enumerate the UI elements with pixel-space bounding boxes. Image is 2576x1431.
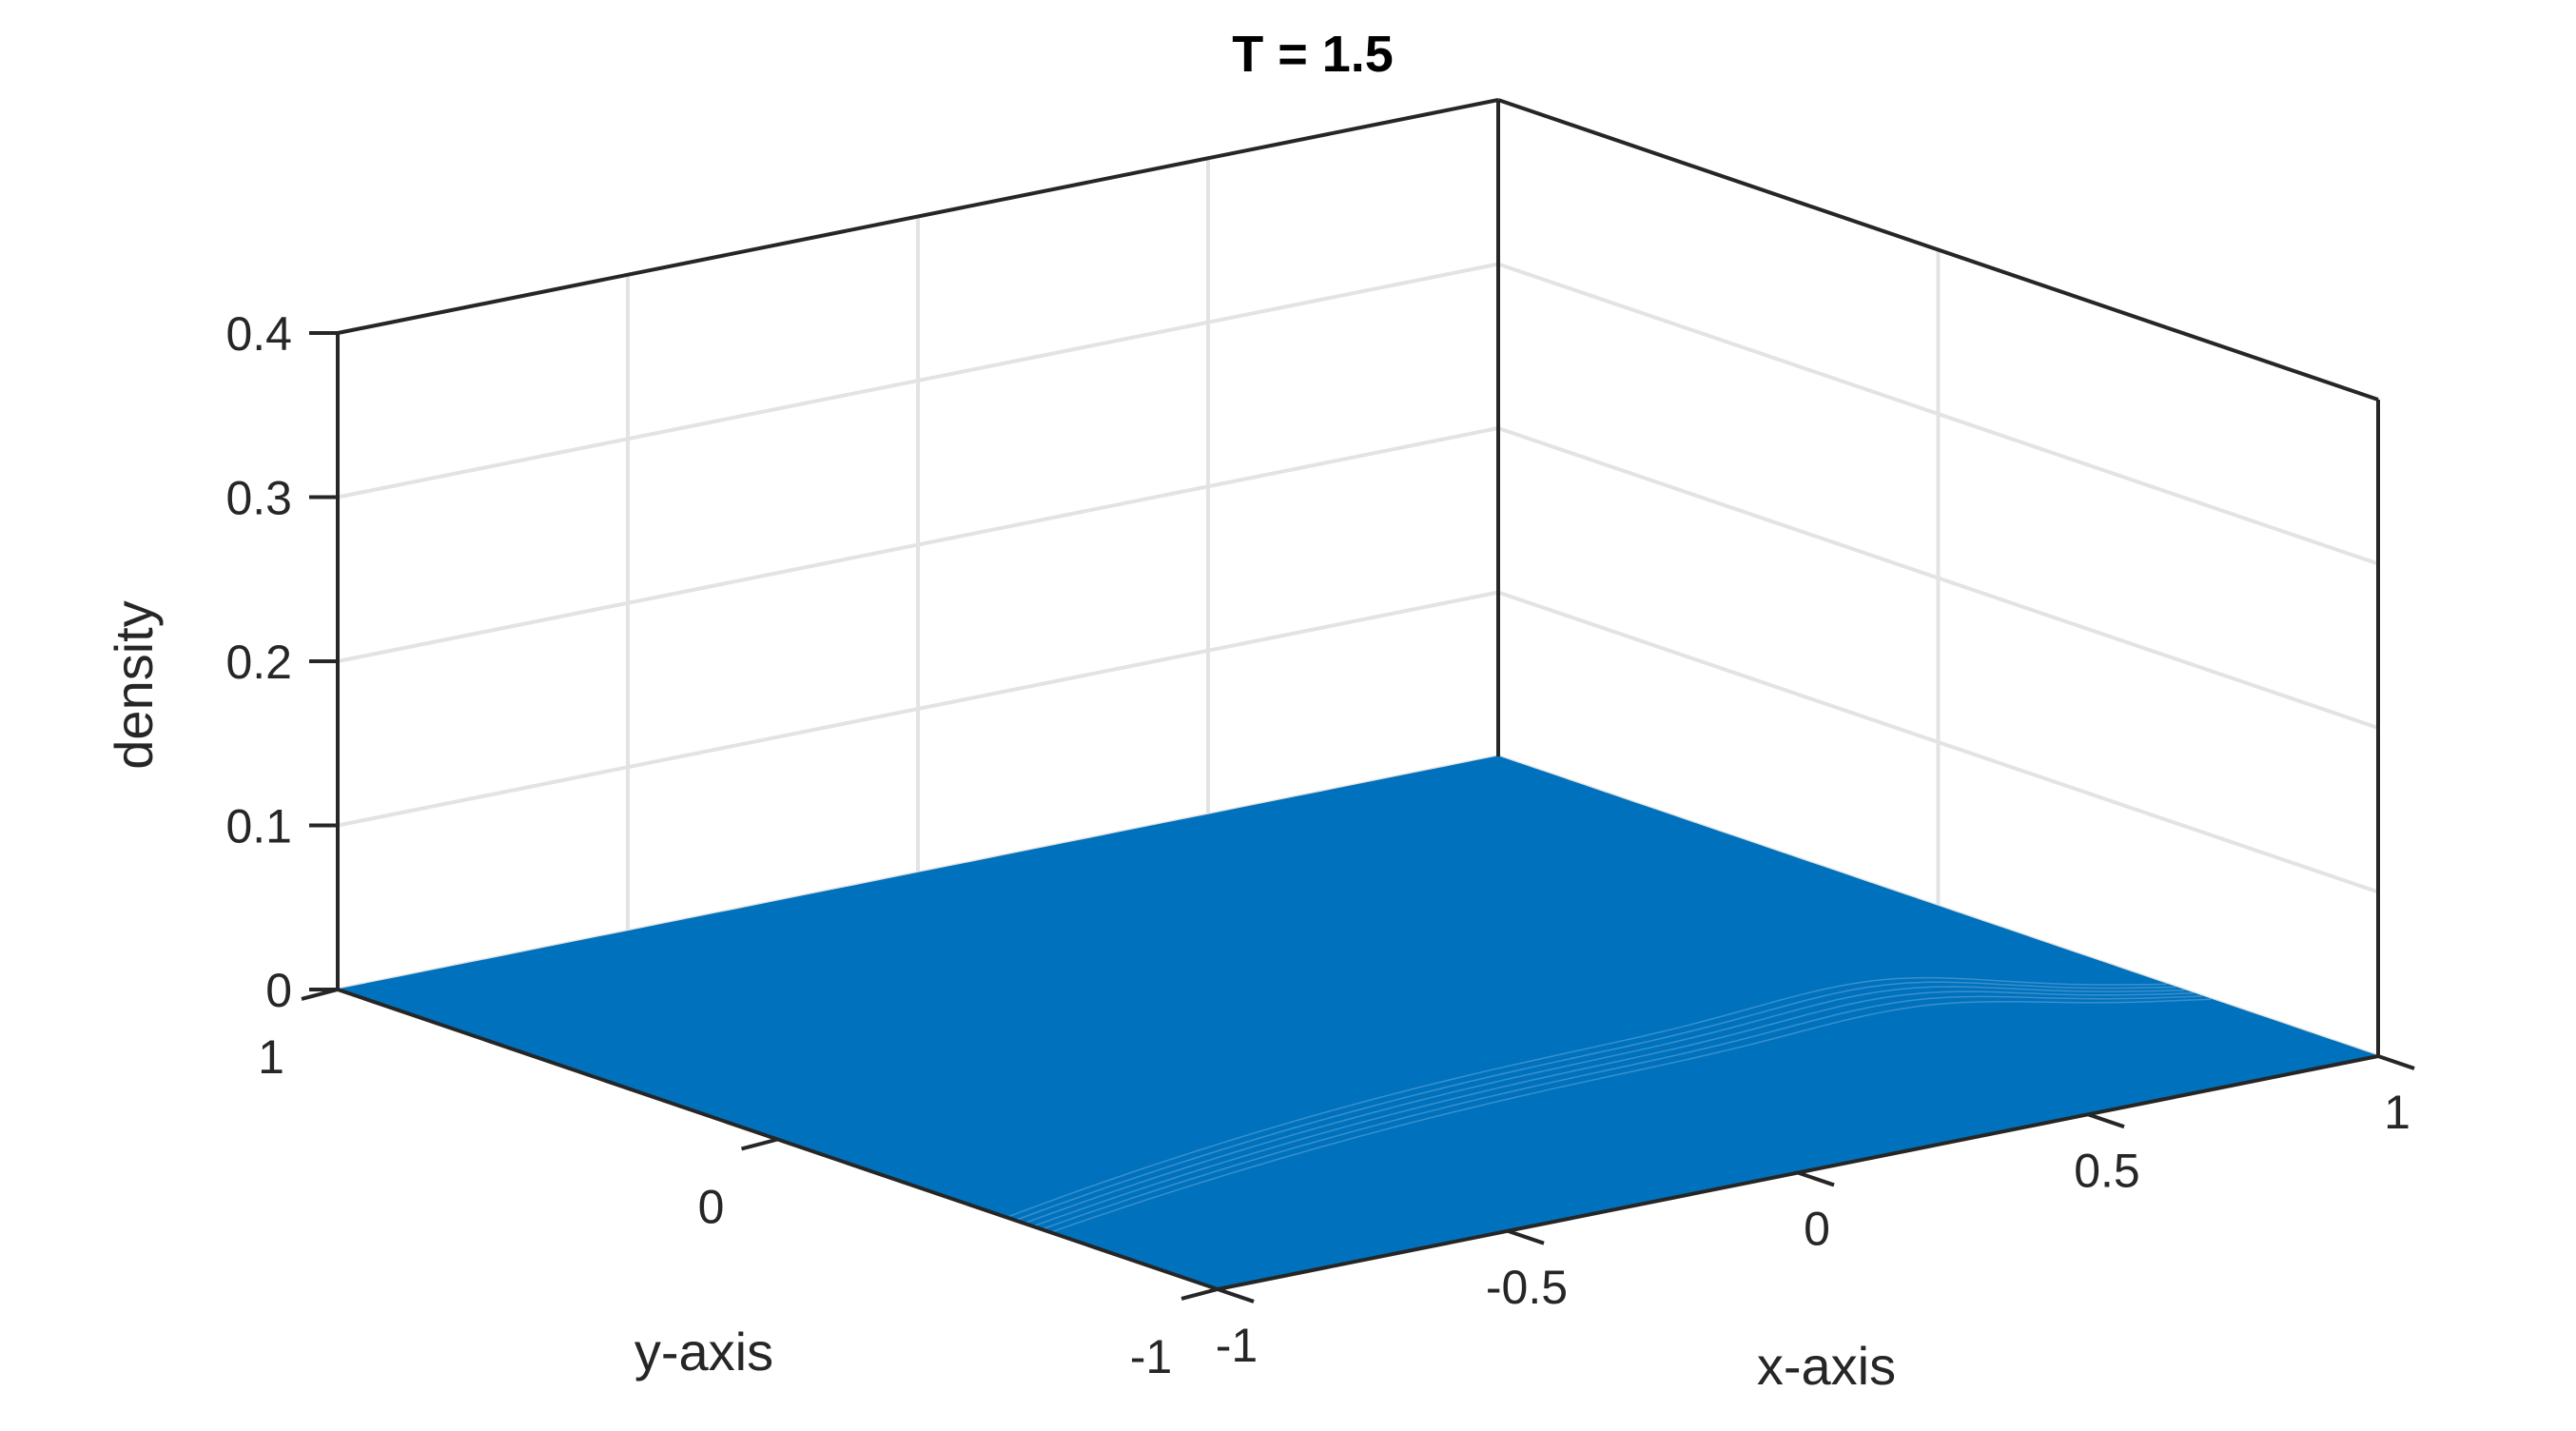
surface-contour-line xyxy=(1024,986,2185,1225)
x-tick-0-label: -1 xyxy=(1216,1319,1258,1372)
grid-line-z-side-1 xyxy=(1497,590,2379,894)
grid-line-z-back-2 xyxy=(337,426,1499,663)
z-tick-0-label: 0 xyxy=(265,964,292,1017)
z-tick-3-label: 0.3 xyxy=(225,472,292,525)
x-tick-1-tick xyxy=(1507,1228,1545,1245)
chart-title: T = 1.5 xyxy=(1232,26,1394,83)
tick-layer: -1 -0.5 0 0.5 1 -1 0 1 0 0.1 0.2 0.3 0.4 xyxy=(225,307,2415,1383)
x-tick-4-tick xyxy=(2377,1054,2415,1070)
grid-line-z-back-1 xyxy=(337,590,1499,828)
x-tick-3-tick xyxy=(2087,1112,2125,1129)
surface-contour-line xyxy=(1050,998,2212,1233)
grid-line-z-side-2 xyxy=(1497,426,2379,730)
grid-line-z-back-3 xyxy=(337,262,1499,500)
z-tick-1-label: 0.1 xyxy=(225,800,292,853)
surface-layer xyxy=(335,755,2381,1290)
z-tick-2-label: 0.2 xyxy=(225,636,292,689)
surface-contour-line xyxy=(1005,976,2168,1219)
y-tick-2-label: 1 xyxy=(258,1030,284,1084)
surface-contour-line xyxy=(1041,995,2203,1230)
y-axis-label: y-axis xyxy=(634,1322,773,1382)
x-tick-4-label: 1 xyxy=(2384,1086,2410,1139)
y-tick-1-label: 0 xyxy=(698,1181,725,1234)
x-tick-1-label: -0.5 xyxy=(1486,1261,1568,1314)
grid-line-z-side-3 xyxy=(1497,262,2379,566)
z-axis-label: density xyxy=(104,600,164,769)
x-axis-label: x-axis xyxy=(1757,1336,1896,1396)
back-top-edge xyxy=(337,98,1499,335)
x-tick-2-tick xyxy=(1797,1170,1835,1187)
surface-contour-line xyxy=(1032,990,2194,1227)
y-tick-0-tick xyxy=(1181,1287,1219,1301)
y-tick-0-label: -1 xyxy=(1130,1330,1172,1383)
x-tick-0-tick xyxy=(1217,1287,1255,1304)
y-tick-1-tick xyxy=(740,1137,779,1151)
x-tick-3-label: 0.5 xyxy=(2074,1144,2140,1197)
surface-contour-line xyxy=(1015,981,2176,1222)
x-tick-2-label: 0 xyxy=(1804,1203,1830,1256)
side-top-edge xyxy=(1497,98,2379,402)
z-tick-4-label: 0.4 xyxy=(225,307,292,361)
